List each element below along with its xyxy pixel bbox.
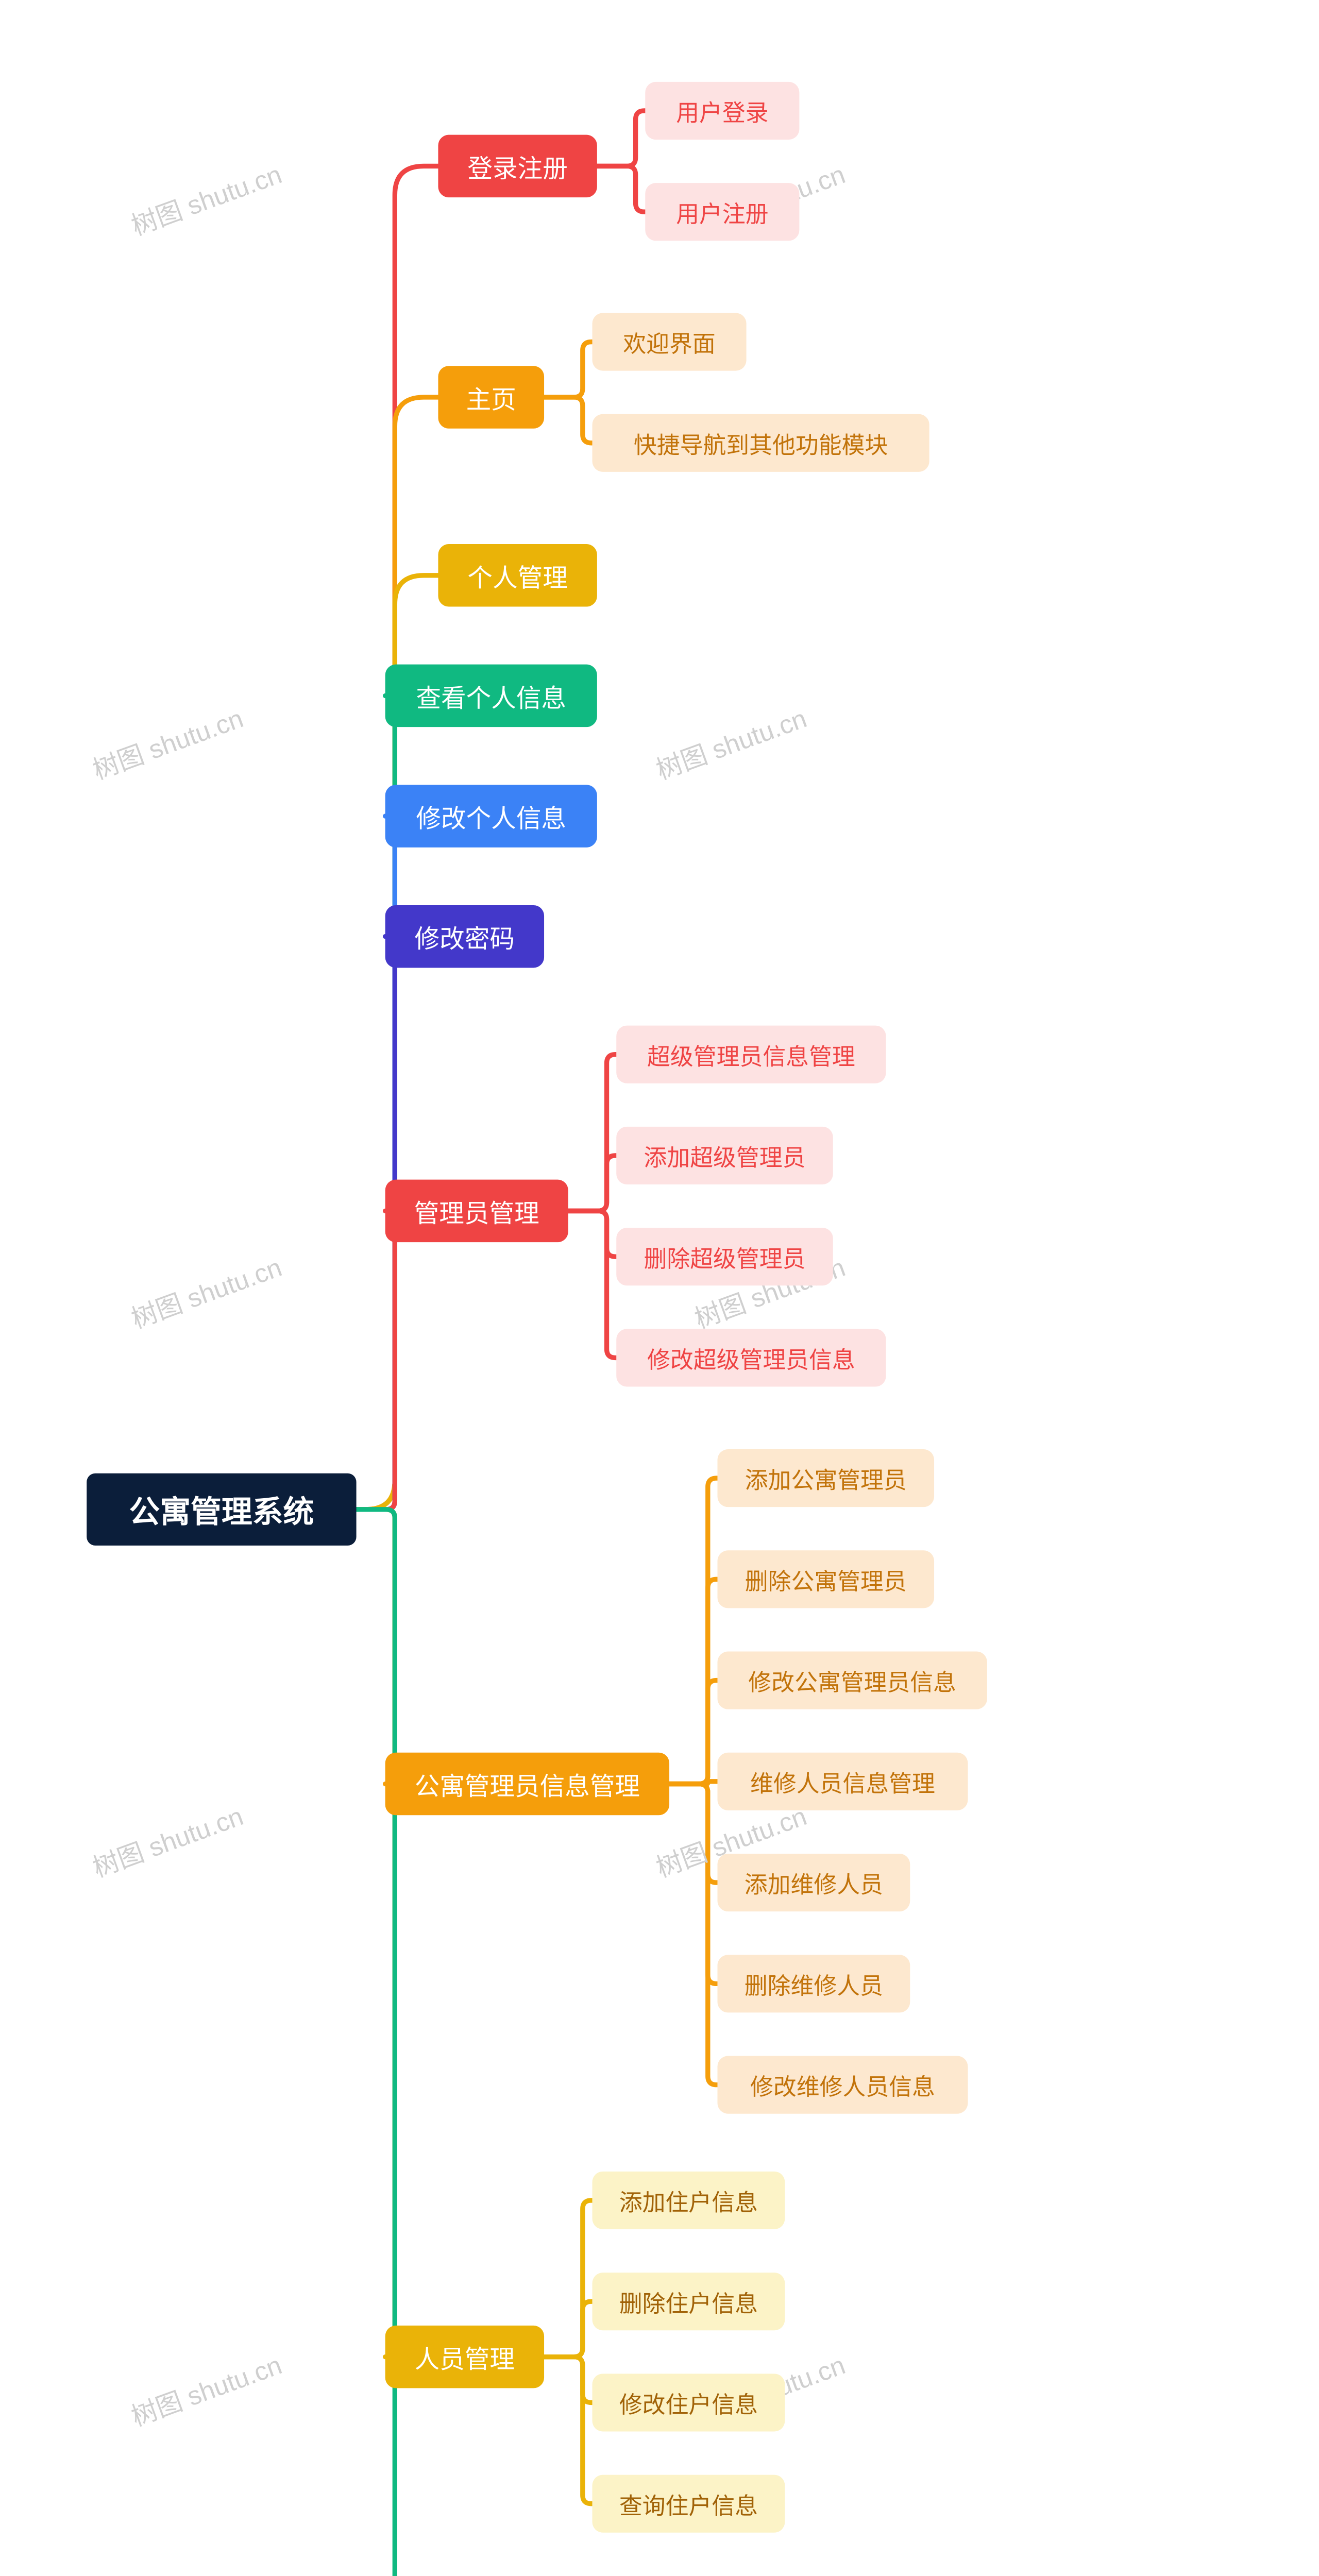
add-repair-staff: 添加维修人员 [717,1854,910,1911]
watermark: 树图 shutu.cn [87,1795,248,1885]
watermark: 树图 shutu.cn [87,697,248,787]
user-login: 用户登录 [645,82,799,140]
del-super-admin: 删除超级管理员 [616,1228,833,1285]
super-admin-info-mgmt: 超级管理员信息管理 [616,1026,886,1083]
change-password: 修改密码 [385,905,544,968]
del-apt-admin: 删除公寓管理员 [717,1550,934,1608]
people-mgmt: 人员管理 [385,2326,544,2388]
edit-apt-admin: 修改公寓管理员信息 [717,1652,987,1709]
edit-resident: 修改住户信息 [593,2374,785,2431]
add-apt-admin: 添加公寓管理员 [717,1449,934,1507]
query-resident: 查询住户信息 [593,2475,785,2533]
repair-staff-mgmt: 维修人员信息管理 [717,1753,968,1810]
root: 公寓管理系统 [87,1473,356,1546]
apt-admin-info-mgmt: 公寓管理员信息管理 [385,1753,669,1815]
personal-mgmt: 个人管理 [438,544,597,606]
view-personal-info: 查看个人信息 [385,665,597,727]
login-register: 登录注册 [438,135,597,197]
watermark: 树图 shutu.cn [650,697,811,787]
user-register: 用户注册 [645,183,799,241]
del-repair-staff: 删除维修人员 [717,1955,910,2012]
add-super-admin: 添加超级管理员 [616,1127,833,1184]
watermark: 树图 shutu.cn [125,153,286,243]
edit-repair-staff: 修改维修人员信息 [717,2056,968,2114]
homepage: 主页 [438,366,544,428]
welcome-page: 欢迎界面 [593,313,747,370]
admin-mgmt: 管理员管理 [385,1180,568,1242]
add-resident: 添加住户信息 [593,2172,785,2229]
del-resident: 删除住户信息 [593,2273,785,2330]
edit-personal-info: 修改个人信息 [385,785,597,847]
watermark: 树图 shutu.cn [125,1246,286,1336]
quick-nav: 快捷导航到其他功能模块 [593,414,929,472]
edit-super-admin: 修改超级管理员信息 [616,1329,886,1386]
watermark: 树图 shutu.cn [125,2344,286,2434]
